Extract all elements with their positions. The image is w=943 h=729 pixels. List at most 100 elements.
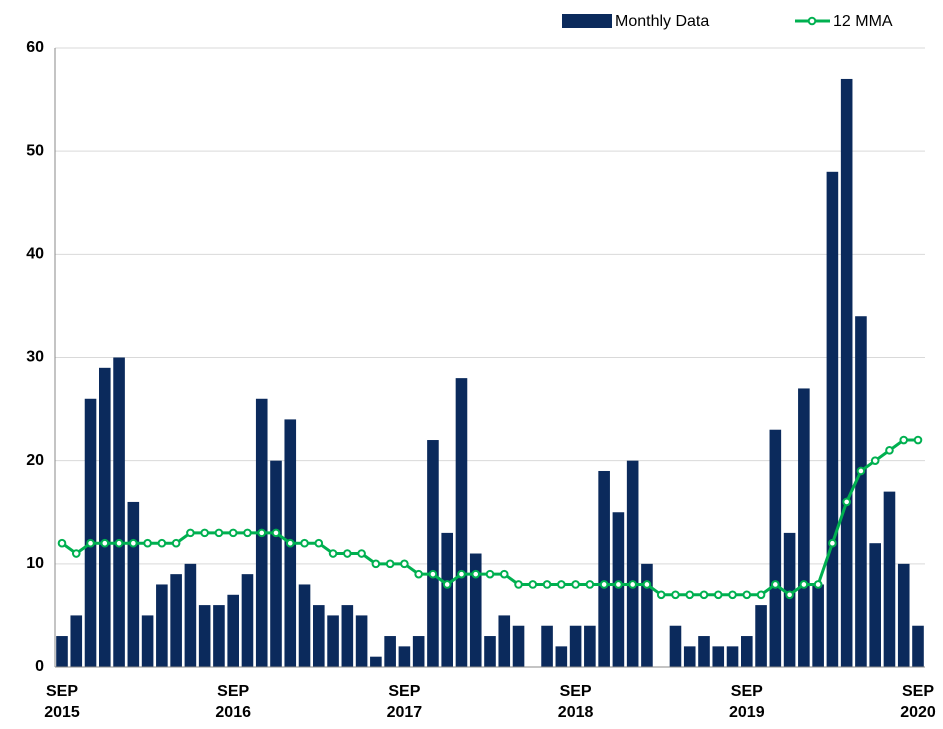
line-marker <box>656 590 666 600</box>
line-marker <box>57 538 67 548</box>
bar <box>298 584 311 667</box>
line-marker <box>685 590 695 600</box>
bar <box>198 605 211 667</box>
bar <box>626 460 639 667</box>
x-tick-label: SEP 2015 <box>44 683 80 721</box>
y-tick-label: 50 <box>26 142 44 159</box>
line-marker <box>571 580 580 589</box>
y-tick-label: 0 <box>35 658 44 675</box>
bar <box>826 171 839 668</box>
line-marker <box>557 580 566 589</box>
line-marker <box>728 590 737 600</box>
bar <box>370 656 382 667</box>
line-marker <box>713 590 723 600</box>
line-marker <box>856 466 866 476</box>
line-marker <box>428 569 438 579</box>
y-tick-label: 30 <box>26 349 44 366</box>
bar <box>84 398 97 667</box>
line-marker <box>343 549 352 558</box>
bar <box>855 316 867 667</box>
bar <box>441 532 453 667</box>
bar <box>455 378 468 667</box>
line-marker <box>899 435 909 445</box>
legend-swatch <box>807 16 817 26</box>
bar <box>412 636 425 667</box>
bar <box>141 615 154 667</box>
line-marker <box>129 538 138 548</box>
bar <box>70 615 83 667</box>
bar <box>227 594 239 667</box>
bar <box>127 501 140 667</box>
line-marker <box>671 590 680 600</box>
bar <box>156 584 168 667</box>
bar <box>427 440 439 667</box>
bar <box>541 625 553 667</box>
bar <box>213 605 225 667</box>
bar <box>241 574 254 667</box>
line-marker <box>200 528 209 538</box>
bar <box>270 460 282 667</box>
line-marker <box>771 580 780 589</box>
line-marker <box>314 538 324 548</box>
bar <box>812 584 824 667</box>
line-marker <box>257 528 267 538</box>
line-marker <box>243 528 252 538</box>
line-marker <box>228 528 238 538</box>
bar <box>99 367 111 667</box>
line-marker <box>528 580 538 589</box>
bar <box>755 605 767 667</box>
line-marker <box>742 590 752 600</box>
line-marker <box>585 580 595 589</box>
line-marker <box>300 538 309 548</box>
line-marker <box>699 590 709 600</box>
line-marker <box>271 528 281 538</box>
line-marker <box>143 538 152 548</box>
bar <box>598 470 610 667</box>
line-marker <box>842 497 851 507</box>
line-marker <box>114 538 124 548</box>
bar <box>669 625 682 667</box>
line-marker <box>457 569 466 579</box>
x-tick-label: SEP 2018 <box>557 683 594 721</box>
line-marker <box>471 569 481 579</box>
bar <box>683 646 696 667</box>
line-marker <box>485 569 495 579</box>
bar <box>56 636 68 667</box>
line-marker <box>414 569 423 579</box>
bar <box>170 574 182 667</box>
line-marker <box>799 580 809 589</box>
bar <box>555 646 568 667</box>
line-marker <box>285 538 295 548</box>
y-tick-label: 10 <box>26 555 44 572</box>
x-tick-label: SEP 2019 <box>729 683 765 721</box>
line-marker <box>628 580 637 589</box>
line-marker <box>514 580 523 589</box>
bar <box>612 512 625 667</box>
line-marker <box>385 559 395 569</box>
line-marker <box>913 435 923 445</box>
bar <box>698 636 710 667</box>
line-marker <box>756 590 766 600</box>
legend-label: 12 MMA <box>833 13 893 30</box>
line-marker <box>157 538 167 548</box>
bar <box>897 563 910 667</box>
line-marker <box>214 528 224 538</box>
line-marker <box>614 580 623 589</box>
line-marker <box>885 446 894 455</box>
bar <box>484 636 496 667</box>
line-marker <box>71 549 81 558</box>
bar <box>469 553 482 667</box>
bar <box>840 78 853 667</box>
bar <box>726 646 739 667</box>
bar <box>741 636 753 667</box>
line-marker <box>186 528 195 538</box>
line-marker <box>100 538 110 548</box>
y-tick-label: 20 <box>26 452 44 469</box>
line-marker <box>328 549 338 558</box>
line-marker <box>499 569 509 579</box>
bar <box>883 491 896 667</box>
line-marker <box>542 580 552 589</box>
bar <box>313 605 325 667</box>
